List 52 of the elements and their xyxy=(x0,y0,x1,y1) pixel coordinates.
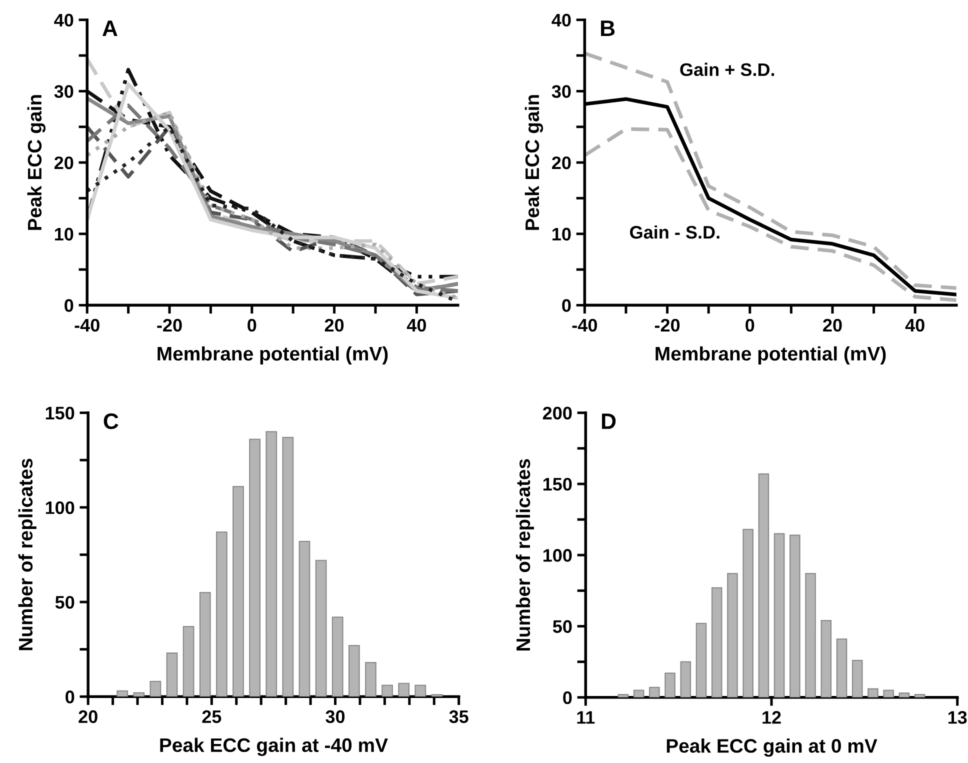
y-axis-title: Peak ECC gain xyxy=(27,95,46,230)
y-tick-label: 10 xyxy=(54,228,74,241)
y-tick-label: 20 xyxy=(552,156,571,170)
x-tick-label: -20 xyxy=(654,318,680,332)
y-tick-label: 0 xyxy=(562,299,571,312)
x-axis-title: Peak ECC gain at 0 mV xyxy=(666,738,878,757)
x-tick-label: 35 xyxy=(449,710,468,724)
x-axis-title: Peak ECC gain at -40 mV xyxy=(160,738,388,756)
chart-title: B xyxy=(601,20,615,36)
chart-title: C xyxy=(104,413,118,430)
x-tick-label: 12 xyxy=(762,711,781,724)
x-tick-label: 13 xyxy=(948,711,967,724)
y-tick-label: 0 xyxy=(66,690,74,704)
y-tick-label: 20 xyxy=(54,156,74,170)
y-axis-title: Number of replicates xyxy=(516,459,534,650)
y-tick-label: 50 xyxy=(552,620,572,633)
line-series xyxy=(584,52,956,290)
y-tick-label: 40 xyxy=(54,14,74,27)
y-tick-label: 150 xyxy=(543,478,572,491)
y-axis-title: Number of replicates xyxy=(18,458,36,650)
y-tick-label: 30 xyxy=(54,85,74,98)
x-tick-label: -40 xyxy=(74,318,100,332)
y-tick-label: 50 xyxy=(55,596,74,609)
chart-title: D xyxy=(602,414,616,429)
x-axis-title: Membrane potential (mV) xyxy=(656,346,886,364)
x-axis-title: Membrane potential (mV) xyxy=(158,346,388,364)
x-tick-label: 40 xyxy=(406,318,426,332)
x-tick-label: -40 xyxy=(572,318,597,332)
x-tick-label: 30 xyxy=(326,710,345,724)
x-tick-label: 0 xyxy=(248,318,256,332)
line-series xyxy=(584,127,956,302)
annotation: Gain + S.D. xyxy=(680,62,774,76)
x-tick-label: 40 xyxy=(905,318,924,332)
y-tick-label: 10 xyxy=(552,228,571,241)
y-tick-label: 0 xyxy=(64,299,74,312)
y-tick-label: 40 xyxy=(552,14,571,27)
x-tick-label: 20 xyxy=(823,318,842,332)
x-tick-label: 20 xyxy=(78,710,98,724)
x-tick-label: 0 xyxy=(746,318,754,332)
chart-title: A xyxy=(102,20,118,36)
x-tick-label: 25 xyxy=(202,710,222,724)
y-tick-label: 150 xyxy=(46,406,74,420)
y-axis-title: Peak ECC gain xyxy=(524,95,544,230)
y-tick-label: 100 xyxy=(543,549,572,562)
x-tick-label: 20 xyxy=(324,318,344,332)
x-tick-label: 11 xyxy=(577,711,595,724)
y-tick-label: 0 xyxy=(563,691,572,704)
x-tick-label: -20 xyxy=(157,318,182,332)
y-tick-label: 200 xyxy=(542,406,572,420)
y-tick-label: 30 xyxy=(552,85,571,98)
annotation: Gain - S.D. xyxy=(630,225,720,239)
y-tick-label: 100 xyxy=(46,501,74,514)
